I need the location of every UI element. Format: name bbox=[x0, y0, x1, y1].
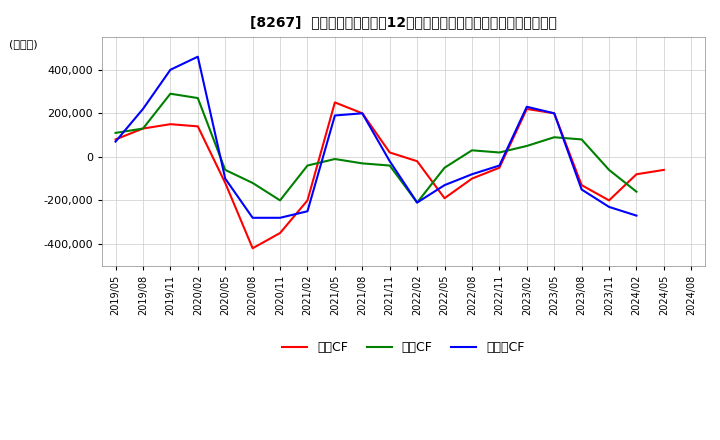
投資CF bbox=[303, 163, 312, 168]
営業CF bbox=[660, 167, 668, 172]
営業CF bbox=[385, 150, 394, 155]
営業CF bbox=[276, 231, 284, 236]
投資CF bbox=[577, 137, 586, 142]
投資CF bbox=[221, 167, 230, 172]
フリーCF bbox=[495, 163, 504, 168]
Line: 投資CF: 投資CF bbox=[116, 94, 636, 202]
フリーCF bbox=[605, 204, 613, 209]
フリーCF bbox=[413, 200, 421, 205]
フリーCF bbox=[550, 111, 559, 116]
営業CF bbox=[413, 158, 421, 164]
フリーCF bbox=[440, 183, 449, 188]
投資CF bbox=[385, 163, 394, 168]
営業CF bbox=[166, 121, 175, 127]
営業CF bbox=[440, 195, 449, 201]
営業CF bbox=[605, 198, 613, 203]
フリーCF bbox=[112, 139, 120, 144]
営業CF bbox=[221, 180, 230, 186]
営業CF bbox=[194, 124, 202, 129]
営業CF bbox=[523, 106, 531, 112]
フリーCF bbox=[194, 54, 202, 59]
営業CF bbox=[468, 176, 477, 181]
投資CF bbox=[166, 91, 175, 96]
フリーCF bbox=[248, 215, 257, 220]
フリーCF bbox=[139, 106, 148, 112]
投資CF bbox=[632, 189, 641, 194]
営業CF bbox=[303, 198, 312, 203]
投資CF bbox=[194, 95, 202, 101]
フリーCF bbox=[221, 176, 230, 181]
営業CF bbox=[495, 165, 504, 170]
フリーCF bbox=[276, 215, 284, 220]
投資CF bbox=[276, 198, 284, 203]
フリーCF bbox=[358, 111, 366, 116]
投資CF bbox=[330, 156, 339, 161]
フリーCF bbox=[468, 172, 477, 177]
フリーCF bbox=[166, 67, 175, 73]
フリーCF bbox=[632, 213, 641, 218]
投資CF bbox=[550, 135, 559, 140]
営業CF bbox=[112, 137, 120, 142]
営業CF bbox=[358, 111, 366, 116]
投資CF bbox=[413, 200, 421, 205]
フリーCF bbox=[330, 113, 339, 118]
投資CF bbox=[112, 130, 120, 136]
Title: [8267]  キャッシュフローの12か月移動合計の対前年同期増減額の推移: [8267] キャッシュフローの12か月移動合計の対前年同期増減額の推移 bbox=[250, 15, 557, 29]
投資CF bbox=[358, 161, 366, 166]
投資CF bbox=[139, 126, 148, 131]
投資CF bbox=[605, 167, 613, 172]
フリーCF bbox=[577, 187, 586, 192]
投資CF bbox=[523, 143, 531, 149]
投資CF bbox=[440, 165, 449, 170]
Legend: 営業CF, 投資CF, フリーCF: 営業CF, 投資CF, フリーCF bbox=[277, 336, 530, 359]
Line: フリーCF: フリーCF bbox=[116, 57, 636, 218]
投資CF bbox=[468, 148, 477, 153]
Line: 営業CF: 営業CF bbox=[116, 103, 664, 248]
営業CF bbox=[248, 246, 257, 251]
フリーCF bbox=[523, 104, 531, 110]
営業CF bbox=[139, 126, 148, 131]
Y-axis label: (百万円): (百万円) bbox=[9, 39, 37, 48]
営業CF bbox=[330, 100, 339, 105]
フリーCF bbox=[303, 209, 312, 214]
投資CF bbox=[495, 150, 504, 155]
投資CF bbox=[248, 180, 257, 186]
営業CF bbox=[577, 183, 586, 188]
営業CF bbox=[632, 172, 641, 177]
フリーCF bbox=[385, 158, 394, 164]
営業CF bbox=[550, 111, 559, 116]
